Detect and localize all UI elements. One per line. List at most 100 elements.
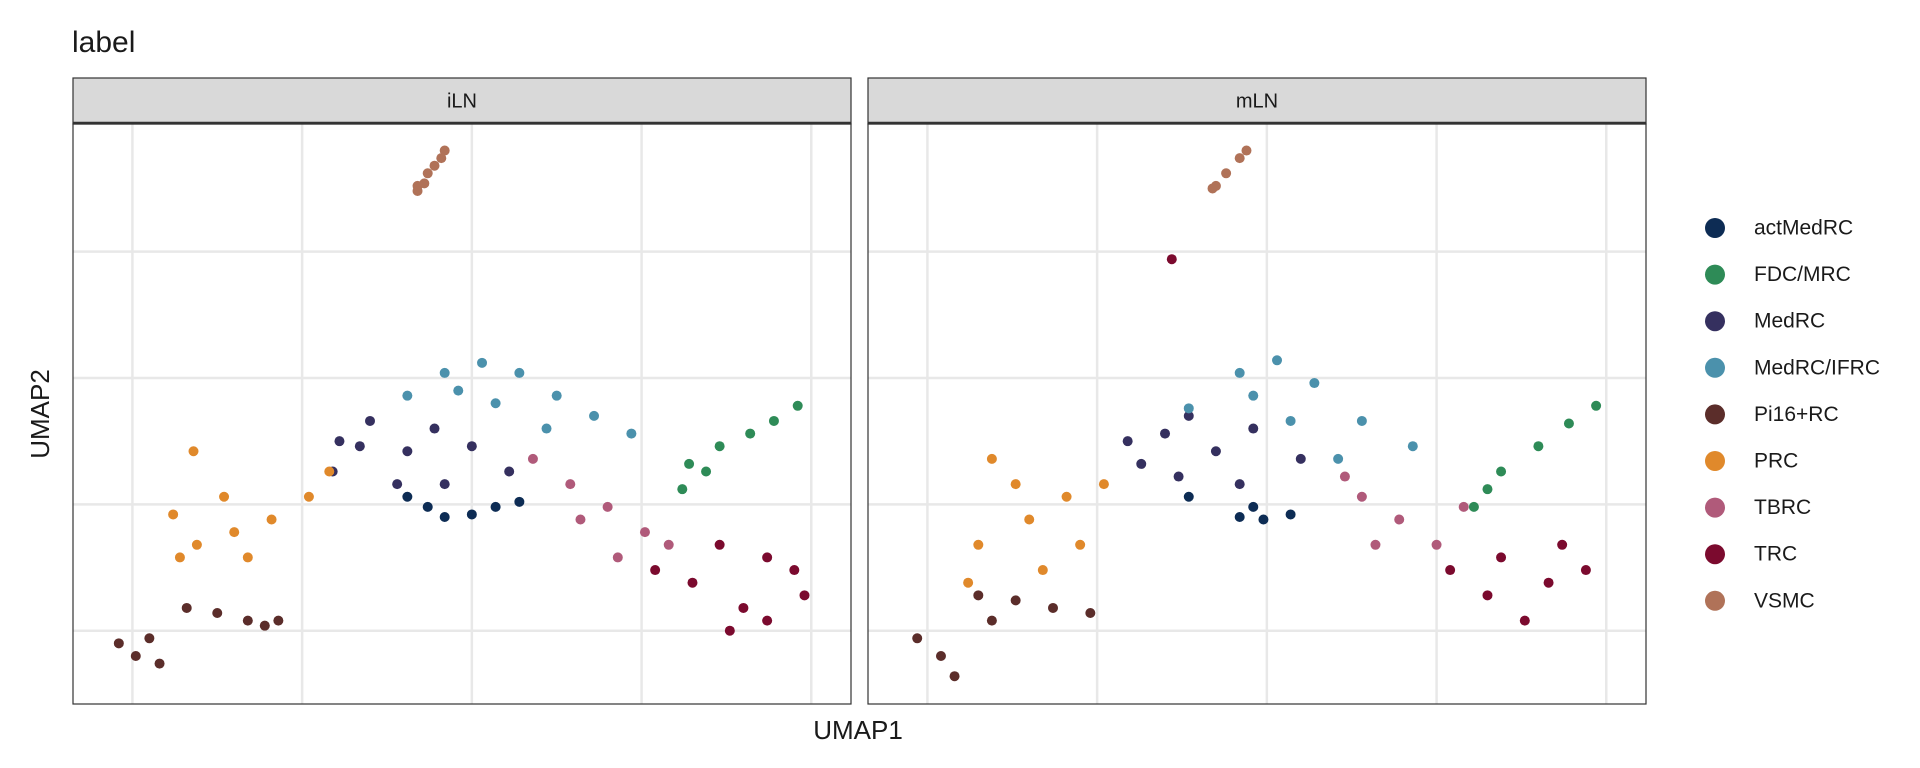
point (1258, 514, 1269, 525)
point (551, 390, 562, 401)
point (422, 501, 433, 512)
legend-label: MedRC/IFRC (1754, 356, 1880, 379)
point (714, 441, 725, 452)
point (402, 491, 413, 502)
panel-border (867, 123, 1647, 705)
point (1098, 479, 1109, 490)
point (1010, 479, 1021, 490)
point (439, 367, 450, 378)
point (527, 453, 538, 464)
point (1557, 539, 1568, 550)
point (229, 527, 240, 538)
point (789, 565, 800, 576)
point (973, 590, 984, 601)
point (1519, 615, 1530, 626)
point (1061, 491, 1072, 502)
points (113, 145, 810, 669)
point (219, 491, 230, 502)
point (242, 615, 253, 626)
point (1458, 501, 1469, 512)
point (422, 168, 433, 179)
point (259, 620, 270, 631)
point (1183, 410, 1194, 421)
point (144, 633, 155, 644)
point (1431, 539, 1442, 550)
panel-background (73, 124, 851, 704)
legend-swatch (1705, 311, 1725, 332)
point (935, 650, 946, 661)
point (514, 496, 525, 507)
points (912, 145, 1602, 682)
facet-label: mLN (1236, 90, 1278, 112)
point (334, 436, 345, 447)
point (1024, 514, 1035, 525)
point (490, 398, 501, 409)
point (188, 446, 199, 457)
point (1580, 565, 1591, 576)
point (1309, 378, 1320, 389)
point (626, 428, 637, 439)
point (1339, 471, 1350, 482)
point (1272, 355, 1283, 366)
point (477, 357, 488, 368)
facet-strip (72, 77, 852, 125)
facet-label: iLN (447, 90, 477, 112)
point (1248, 423, 1259, 434)
point (174, 552, 185, 563)
point (701, 466, 712, 477)
point (1533, 441, 1544, 452)
legend-swatch (1705, 590, 1725, 611)
point (612, 552, 623, 563)
legend-label: TRC (1754, 543, 1797, 566)
point (565, 479, 576, 490)
legend-swatch (1705, 497, 1725, 518)
point (429, 160, 440, 171)
legend-label: FDC/MRC (1754, 263, 1851, 286)
point (1407, 441, 1418, 452)
point (1234, 511, 1245, 522)
point (439, 511, 450, 522)
point (436, 153, 447, 164)
point (1591, 400, 1602, 411)
point (266, 514, 277, 525)
point (1085, 608, 1096, 619)
point (181, 602, 192, 613)
y-axis-label: UMAP2 (25, 369, 55, 459)
point (1183, 491, 1194, 502)
point (1166, 254, 1177, 265)
point (684, 458, 695, 469)
point (745, 428, 756, 439)
point (949, 671, 960, 682)
point (1285, 509, 1296, 520)
point (402, 446, 413, 457)
point (792, 400, 803, 411)
point (1122, 436, 1133, 447)
point (1482, 590, 1493, 601)
point (1037, 565, 1048, 576)
point (1248, 501, 1259, 512)
point (168, 509, 179, 520)
point (1285, 415, 1296, 426)
legend-swatch (1705, 404, 1725, 425)
point (1047, 602, 1058, 613)
point (1183, 403, 1194, 414)
point (1333, 453, 1344, 464)
point (1234, 367, 1245, 378)
point (1370, 539, 1381, 550)
point (677, 484, 688, 495)
point (762, 615, 773, 626)
point (963, 577, 974, 588)
point (1563, 418, 1574, 429)
point (191, 539, 202, 550)
point (429, 423, 440, 434)
point (453, 385, 464, 396)
point (303, 491, 314, 502)
point (1445, 565, 1456, 576)
point (1468, 501, 1479, 512)
point (1356, 491, 1367, 502)
point (1160, 428, 1171, 439)
legend-label: MedRC (1754, 310, 1825, 333)
point (799, 590, 810, 601)
point (1221, 168, 1232, 179)
